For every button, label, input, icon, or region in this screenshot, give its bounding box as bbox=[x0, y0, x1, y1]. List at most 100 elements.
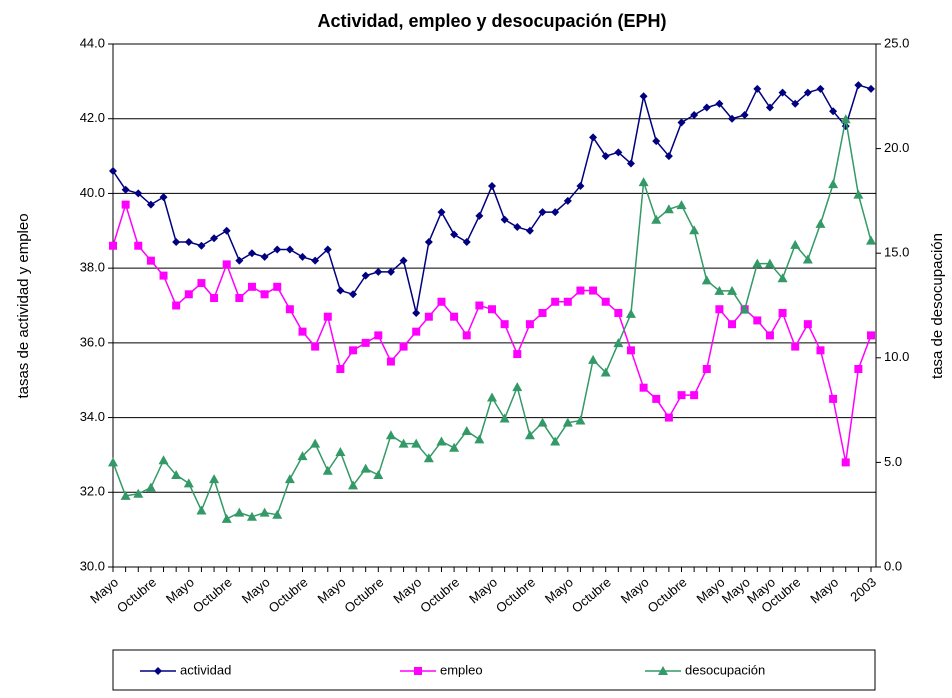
point bbox=[867, 331, 875, 340]
point bbox=[172, 301, 181, 310]
point bbox=[121, 185, 130, 194]
point bbox=[134, 241, 143, 250]
point bbox=[197, 279, 206, 288]
point bbox=[399, 256, 408, 265]
point bbox=[285, 245, 294, 254]
point bbox=[386, 357, 395, 366]
point bbox=[247, 249, 256, 258]
point bbox=[575, 415, 586, 425]
point bbox=[854, 365, 863, 374]
point bbox=[652, 394, 661, 403]
point bbox=[108, 457, 118, 467]
point bbox=[373, 469, 384, 479]
point bbox=[488, 181, 496, 190]
point bbox=[209, 474, 220, 484]
y-tick-label: 40.0 bbox=[80, 185, 105, 200]
point bbox=[184, 237, 193, 246]
point bbox=[715, 99, 724, 108]
y2-tick-label: 10.0 bbox=[884, 349, 909, 364]
point bbox=[310, 438, 321, 448]
point bbox=[322, 465, 333, 475]
point bbox=[500, 215, 509, 224]
point bbox=[109, 241, 117, 250]
point bbox=[361, 271, 370, 280]
point bbox=[222, 260, 231, 269]
point bbox=[145, 482, 156, 492]
point bbox=[791, 342, 800, 351]
point bbox=[222, 226, 231, 235]
y2-tick-label: 0.0 bbox=[884, 558, 902, 573]
legend-label: empleo bbox=[440, 662, 483, 677]
point bbox=[639, 92, 648, 101]
point bbox=[461, 426, 472, 436]
point bbox=[109, 167, 117, 176]
point bbox=[651, 214, 662, 224]
point bbox=[437, 297, 446, 306]
point bbox=[753, 316, 762, 325]
y-tick-label: 42.0 bbox=[80, 110, 105, 125]
point bbox=[488, 305, 496, 314]
point bbox=[764, 258, 775, 268]
point bbox=[184, 290, 193, 299]
point bbox=[853, 189, 864, 199]
point bbox=[728, 114, 737, 123]
point bbox=[398, 438, 409, 448]
point bbox=[658, 666, 668, 675]
point bbox=[600, 367, 611, 377]
point bbox=[121, 200, 130, 209]
point bbox=[538, 308, 547, 317]
point bbox=[284, 474, 295, 484]
point bbox=[740, 110, 749, 119]
point bbox=[487, 392, 497, 402]
point bbox=[437, 208, 446, 217]
point bbox=[690, 391, 699, 400]
point bbox=[449, 442, 460, 452]
point bbox=[702, 365, 711, 374]
point bbox=[234, 507, 245, 517]
plot-area bbox=[112, 43, 877, 568]
point bbox=[424, 237, 433, 246]
point bbox=[537, 417, 548, 427]
point bbox=[626, 346, 635, 355]
point bbox=[247, 282, 256, 291]
point bbox=[639, 383, 648, 392]
point bbox=[765, 103, 774, 112]
point bbox=[450, 230, 459, 239]
point bbox=[829, 394, 838, 403]
point bbox=[777, 273, 788, 283]
point bbox=[450, 312, 459, 321]
point bbox=[423, 453, 434, 463]
point bbox=[374, 331, 383, 340]
point bbox=[828, 179, 839, 189]
point bbox=[412, 327, 421, 336]
point bbox=[702, 103, 711, 112]
point bbox=[613, 338, 624, 348]
point bbox=[701, 275, 712, 285]
chart-title: Actividad, empleo y desocupación (EPH) bbox=[317, 11, 666, 31]
point bbox=[589, 286, 598, 295]
point bbox=[134, 189, 143, 198]
point bbox=[298, 327, 307, 336]
point bbox=[361, 338, 370, 347]
point bbox=[197, 241, 206, 250]
point bbox=[349, 290, 358, 299]
y2-tick-label: 20.0 bbox=[884, 140, 909, 155]
point bbox=[272, 509, 283, 519]
point bbox=[260, 252, 269, 261]
point bbox=[235, 256, 244, 265]
point bbox=[739, 304, 750, 314]
y-tick-label: 32.0 bbox=[80, 484, 105, 499]
y2-axis-title: tasa de desocupación bbox=[929, 233, 946, 379]
point bbox=[285, 305, 294, 314]
point bbox=[576, 286, 585, 295]
point bbox=[550, 436, 561, 446]
point bbox=[524, 430, 535, 440]
point bbox=[538, 208, 547, 217]
point bbox=[183, 478, 194, 488]
point bbox=[154, 667, 162, 675]
point bbox=[752, 258, 763, 268]
point bbox=[778, 88, 787, 97]
point bbox=[614, 148, 623, 157]
point bbox=[867, 84, 875, 93]
